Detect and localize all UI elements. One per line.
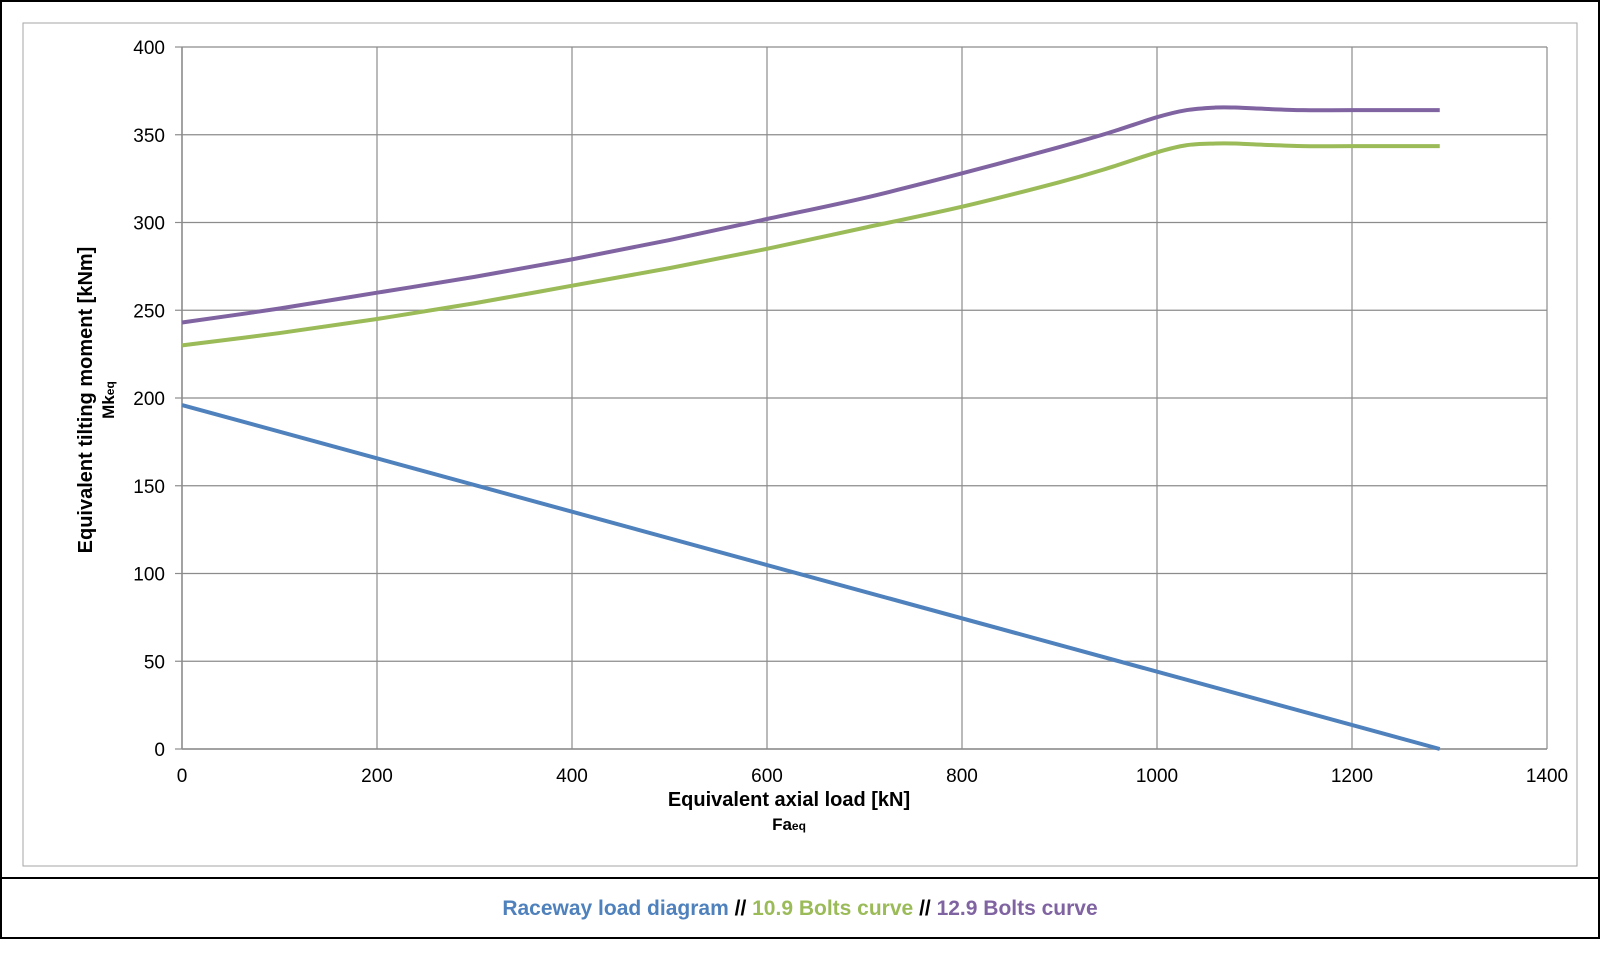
- x-tick-label: 1400: [1526, 766, 1568, 787]
- x-tick-label: 600: [751, 766, 783, 787]
- x-tick-label: 800: [946, 766, 978, 787]
- legend-item-10-9-bolts: 10.9 Bolts curve: [752, 897, 913, 920]
- x-tick-label: 1000: [1136, 766, 1178, 787]
- y-tick-label: 50: [144, 652, 165, 673]
- grid: [175, 46, 1548, 750]
- x-axis-subtitle-main: Fa: [772, 815, 792, 834]
- legend-box: [0, 877, 1600, 939]
- legend-item-raceway: Raceway load diagram: [502, 897, 728, 920]
- x-tick-label: 400: [556, 766, 588, 787]
- x-tick-label: 200: [361, 766, 393, 787]
- series-12-9-bolts-line: [181, 105, 1440, 325]
- x-axis-subtitle-script: eq: [792, 819, 806, 833]
- series-lines: [181, 105, 1441, 751]
- y-axis-subtitle: Mkeq: [99, 381, 118, 419]
- y-tick-label: 100: [133, 565, 165, 586]
- y-axis-title: Equivalent tilting moment [kNm]: [75, 247, 97, 554]
- x-tick-label: 0: [177, 766, 188, 787]
- y-tick-label: 150: [133, 477, 165, 498]
- y-axis-title-group: Equivalent tilting moment [kNm]: [75, 247, 97, 554]
- y-tick-label: 0: [154, 740, 165, 761]
- y-axis-subtitle-main: Mk: [99, 395, 118, 419]
- y-tick-label: 250: [133, 301, 165, 322]
- legend: Raceway load diagram // 10.9 Bolts curve…: [502, 897, 1097, 920]
- legend-separator-2: //: [919, 897, 931, 920]
- series-raceway-load-line: [181, 403, 1441, 751]
- plot-area-frame: [22, 22, 1578, 867]
- y-axis-subtitle-script: eq: [103, 381, 117, 395]
- y-tick-label: 300: [133, 214, 165, 235]
- series-10-9-bolts-line: [181, 141, 1440, 348]
- y-tick-label: 200: [133, 389, 165, 410]
- legend-item-12-9-bolts: 12.9 Bolts curve: [937, 897, 1098, 920]
- x-tick-label: 1200: [1331, 766, 1373, 787]
- x-axis-title: Equivalent axial load [kN]: [668, 789, 910, 811]
- y-tick-label: 400: [133, 38, 165, 59]
- tick-labels: 0 200 400 600 800 1000 1200 1400 0 50 100 150 200 250…: [133, 38, 1568, 787]
- chart-frame: [0, 0, 1600, 879]
- x-axis-subtitle: Faeq: [772, 815, 806, 834]
- legend-separator-1: //: [735, 897, 747, 920]
- y-tick-label: 350: [133, 126, 165, 147]
- y-axis-subtitle-group: Mkeq: [99, 381, 118, 419]
